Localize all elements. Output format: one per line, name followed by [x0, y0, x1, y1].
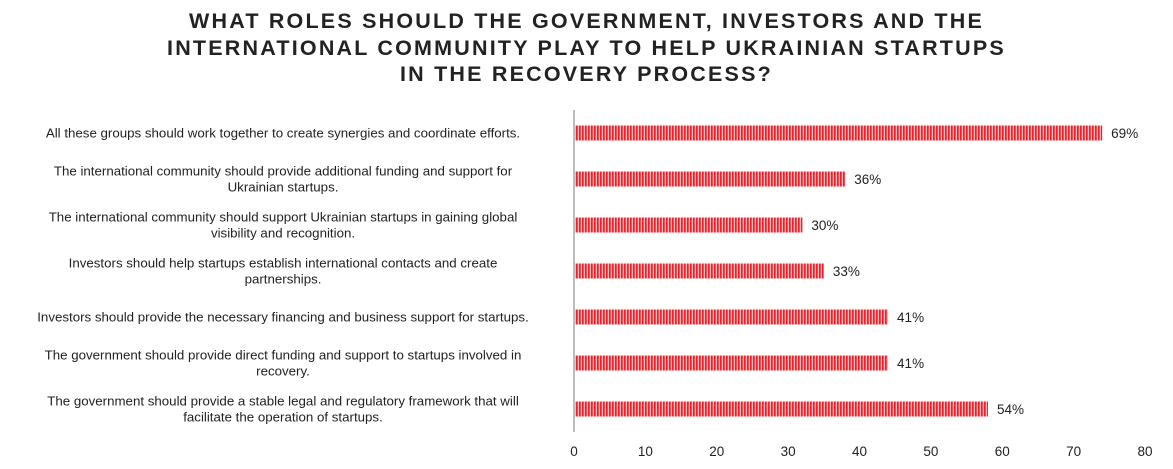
x-tick-label: 80 — [1137, 444, 1152, 459]
data-label: 41% — [897, 310, 924, 325]
x-tick-label: 20 — [709, 444, 724, 459]
data-label: 54% — [997, 402, 1024, 417]
x-tick-label: 10 — [638, 444, 653, 459]
bar — [575, 401, 988, 417]
bar — [575, 309, 889, 325]
bar — [575, 125, 1103, 141]
x-tick-label: 30 — [781, 444, 796, 459]
category-label: Investors should help startups establish… — [69, 256, 498, 287]
category-label: The international community should provi… — [54, 164, 513, 195]
bar — [575, 355, 889, 371]
category-label: The government should provide direct fun… — [45, 348, 522, 379]
data-label: 30% — [811, 218, 838, 233]
category-label: All these groups should work together to… — [46, 126, 520, 141]
x-tick-label: 0 — [570, 444, 578, 459]
x-tick-label: 60 — [995, 444, 1010, 459]
bar — [575, 217, 803, 233]
category-label: Investors should provide the necessary f… — [37, 310, 529, 325]
bar — [575, 263, 824, 279]
category-label: The international community should suppo… — [49, 210, 518, 241]
x-tick-label: 40 — [852, 444, 867, 459]
data-label: 36% — [854, 172, 881, 187]
x-tick-label: 70 — [1066, 444, 1081, 459]
x-tick-label: 50 — [923, 444, 938, 459]
data-label: 33% — [833, 264, 860, 279]
data-label: 69% — [1111, 126, 1138, 141]
category-label: The government should provide a stable l… — [47, 394, 519, 425]
chart-title: WHAT ROLES SHOULD THE GOVERNMENT, INVEST… — [167, 9, 1006, 86]
data-label: 41% — [897, 356, 924, 371]
bar — [575, 171, 846, 187]
